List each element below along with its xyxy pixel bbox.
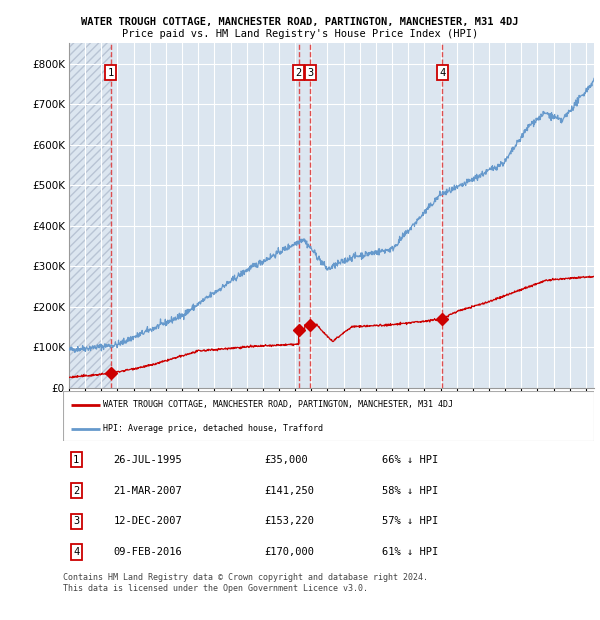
- Text: WATER TROUGH COTTAGE, MANCHESTER ROAD, PARTINGTON, MANCHESTER, M31 4DJ: WATER TROUGH COTTAGE, MANCHESTER ROAD, P…: [81, 17, 519, 27]
- Text: WATER TROUGH COTTAGE, MANCHESTER ROAD, PARTINGTON, MANCHESTER, M31 4DJ: WATER TROUGH COTTAGE, MANCHESTER ROAD, P…: [103, 401, 453, 409]
- Text: 61% ↓ HPI: 61% ↓ HPI: [382, 547, 438, 557]
- Text: £153,220: £153,220: [265, 516, 315, 526]
- Text: £35,000: £35,000: [265, 455, 308, 465]
- Text: HPI: Average price, detached house, Trafford: HPI: Average price, detached house, Traf…: [103, 424, 323, 433]
- Text: 58% ↓ HPI: 58% ↓ HPI: [382, 485, 438, 495]
- Text: Price paid vs. HM Land Registry's House Price Index (HPI): Price paid vs. HM Land Registry's House …: [122, 29, 478, 39]
- Text: 1: 1: [73, 455, 79, 465]
- Text: 2: 2: [296, 68, 302, 78]
- Text: 1: 1: [107, 68, 113, 78]
- Text: £141,250: £141,250: [265, 485, 315, 495]
- Text: 3: 3: [307, 68, 314, 78]
- Text: 12-DEC-2007: 12-DEC-2007: [113, 516, 182, 526]
- Text: 66% ↓ HPI: 66% ↓ HPI: [382, 455, 438, 465]
- Text: 4: 4: [73, 547, 79, 557]
- Text: 21-MAR-2007: 21-MAR-2007: [113, 485, 182, 495]
- Text: 2: 2: [73, 485, 79, 495]
- Text: 26-JUL-1995: 26-JUL-1995: [113, 455, 182, 465]
- Text: 57% ↓ HPI: 57% ↓ HPI: [382, 516, 438, 526]
- Text: £170,000: £170,000: [265, 547, 315, 557]
- Text: 09-FEB-2016: 09-FEB-2016: [113, 547, 182, 557]
- Text: 4: 4: [439, 68, 445, 78]
- Text: 3: 3: [73, 516, 79, 526]
- Text: Contains HM Land Registry data © Crown copyright and database right 2024.
This d: Contains HM Land Registry data © Crown c…: [63, 574, 428, 593]
